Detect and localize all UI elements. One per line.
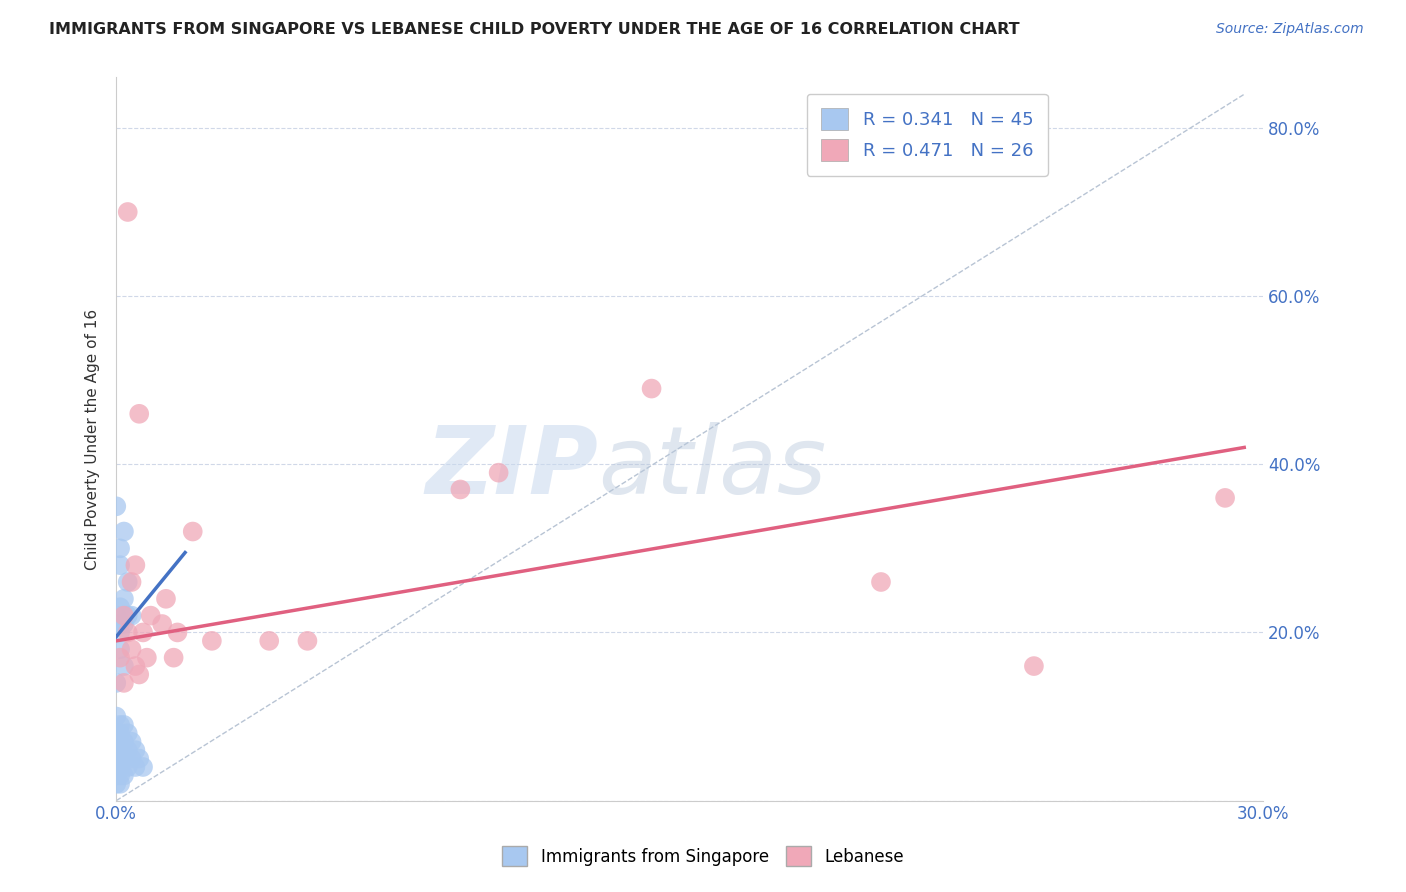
- Point: [297, 633, 319, 648]
- Point: [112, 659, 135, 673]
- Text: ZIP: ZIP: [425, 422, 598, 514]
- Point: [128, 667, 150, 681]
- Point: [488, 466, 510, 480]
- Point: [117, 608, 139, 623]
- Point: [257, 633, 280, 648]
- Text: IMMIGRANTS FROM SINGAPORE VS LEBANESE CHILD POVERTY UNDER THE AGE OF 16 CORRELAT: IMMIGRANTS FROM SINGAPORE VS LEBANESE CH…: [49, 22, 1019, 37]
- Point: [112, 676, 135, 690]
- Point: [108, 541, 131, 556]
- Text: atlas: atlas: [598, 423, 827, 514]
- Point: [108, 558, 131, 573]
- Point: [105, 743, 128, 757]
- Point: [640, 382, 662, 396]
- Point: [121, 751, 143, 765]
- Point: [112, 608, 135, 623]
- Point: [105, 760, 128, 774]
- Point: [117, 574, 139, 589]
- Point: [112, 718, 135, 732]
- Point: [105, 726, 128, 740]
- Point: [112, 591, 135, 606]
- Point: [112, 751, 135, 765]
- Point: [108, 777, 131, 791]
- Point: [117, 726, 139, 740]
- Point: [108, 650, 131, 665]
- Point: [870, 574, 893, 589]
- Legend: R = 0.341   N = 45, R = 0.471   N = 26: R = 0.341 N = 45, R = 0.471 N = 26: [807, 94, 1047, 176]
- Point: [1213, 491, 1236, 505]
- Point: [121, 642, 143, 657]
- Point: [124, 760, 146, 774]
- Point: [1022, 659, 1045, 673]
- Point: [139, 608, 162, 623]
- Point: [108, 760, 131, 774]
- Point: [150, 617, 173, 632]
- Point: [108, 768, 131, 782]
- Point: [166, 625, 188, 640]
- Point: [108, 600, 131, 615]
- Point: [105, 768, 128, 782]
- Point: [117, 743, 139, 757]
- Point: [132, 760, 155, 774]
- Point: [124, 659, 146, 673]
- Point: [105, 676, 128, 690]
- Point: [128, 751, 150, 765]
- Point: [201, 633, 224, 648]
- Point: [108, 735, 131, 749]
- Point: [117, 760, 139, 774]
- Point: [449, 483, 471, 497]
- Point: [112, 524, 135, 539]
- Text: Source: ZipAtlas.com: Source: ZipAtlas.com: [1216, 22, 1364, 37]
- Point: [112, 768, 135, 782]
- Y-axis label: Child Poverty Under the Age of 16: Child Poverty Under the Age of 16: [86, 309, 100, 570]
- Point: [105, 608, 128, 623]
- Point: [108, 751, 131, 765]
- Point: [112, 735, 135, 749]
- Point: [108, 617, 131, 632]
- Point: [162, 650, 184, 665]
- Point: [105, 735, 128, 749]
- Point: [112, 617, 135, 632]
- Point: [117, 205, 139, 219]
- Point: [124, 558, 146, 573]
- Point: [121, 608, 143, 623]
- Point: [181, 524, 204, 539]
- Point: [135, 650, 157, 665]
- Point: [108, 625, 131, 640]
- Point: [108, 642, 131, 657]
- Point: [108, 743, 131, 757]
- Point: [105, 500, 128, 514]
- Point: [108, 726, 131, 740]
- Point: [124, 743, 146, 757]
- Point: [155, 591, 177, 606]
- Point: [117, 625, 139, 640]
- Point: [105, 709, 128, 723]
- Point: [121, 735, 143, 749]
- Point: [105, 777, 128, 791]
- Point: [128, 407, 150, 421]
- Legend: Immigrants from Singapore, Lebanese: Immigrants from Singapore, Lebanese: [494, 838, 912, 875]
- Point: [108, 718, 131, 732]
- Point: [105, 751, 128, 765]
- Point: [132, 625, 155, 640]
- Point: [121, 574, 143, 589]
